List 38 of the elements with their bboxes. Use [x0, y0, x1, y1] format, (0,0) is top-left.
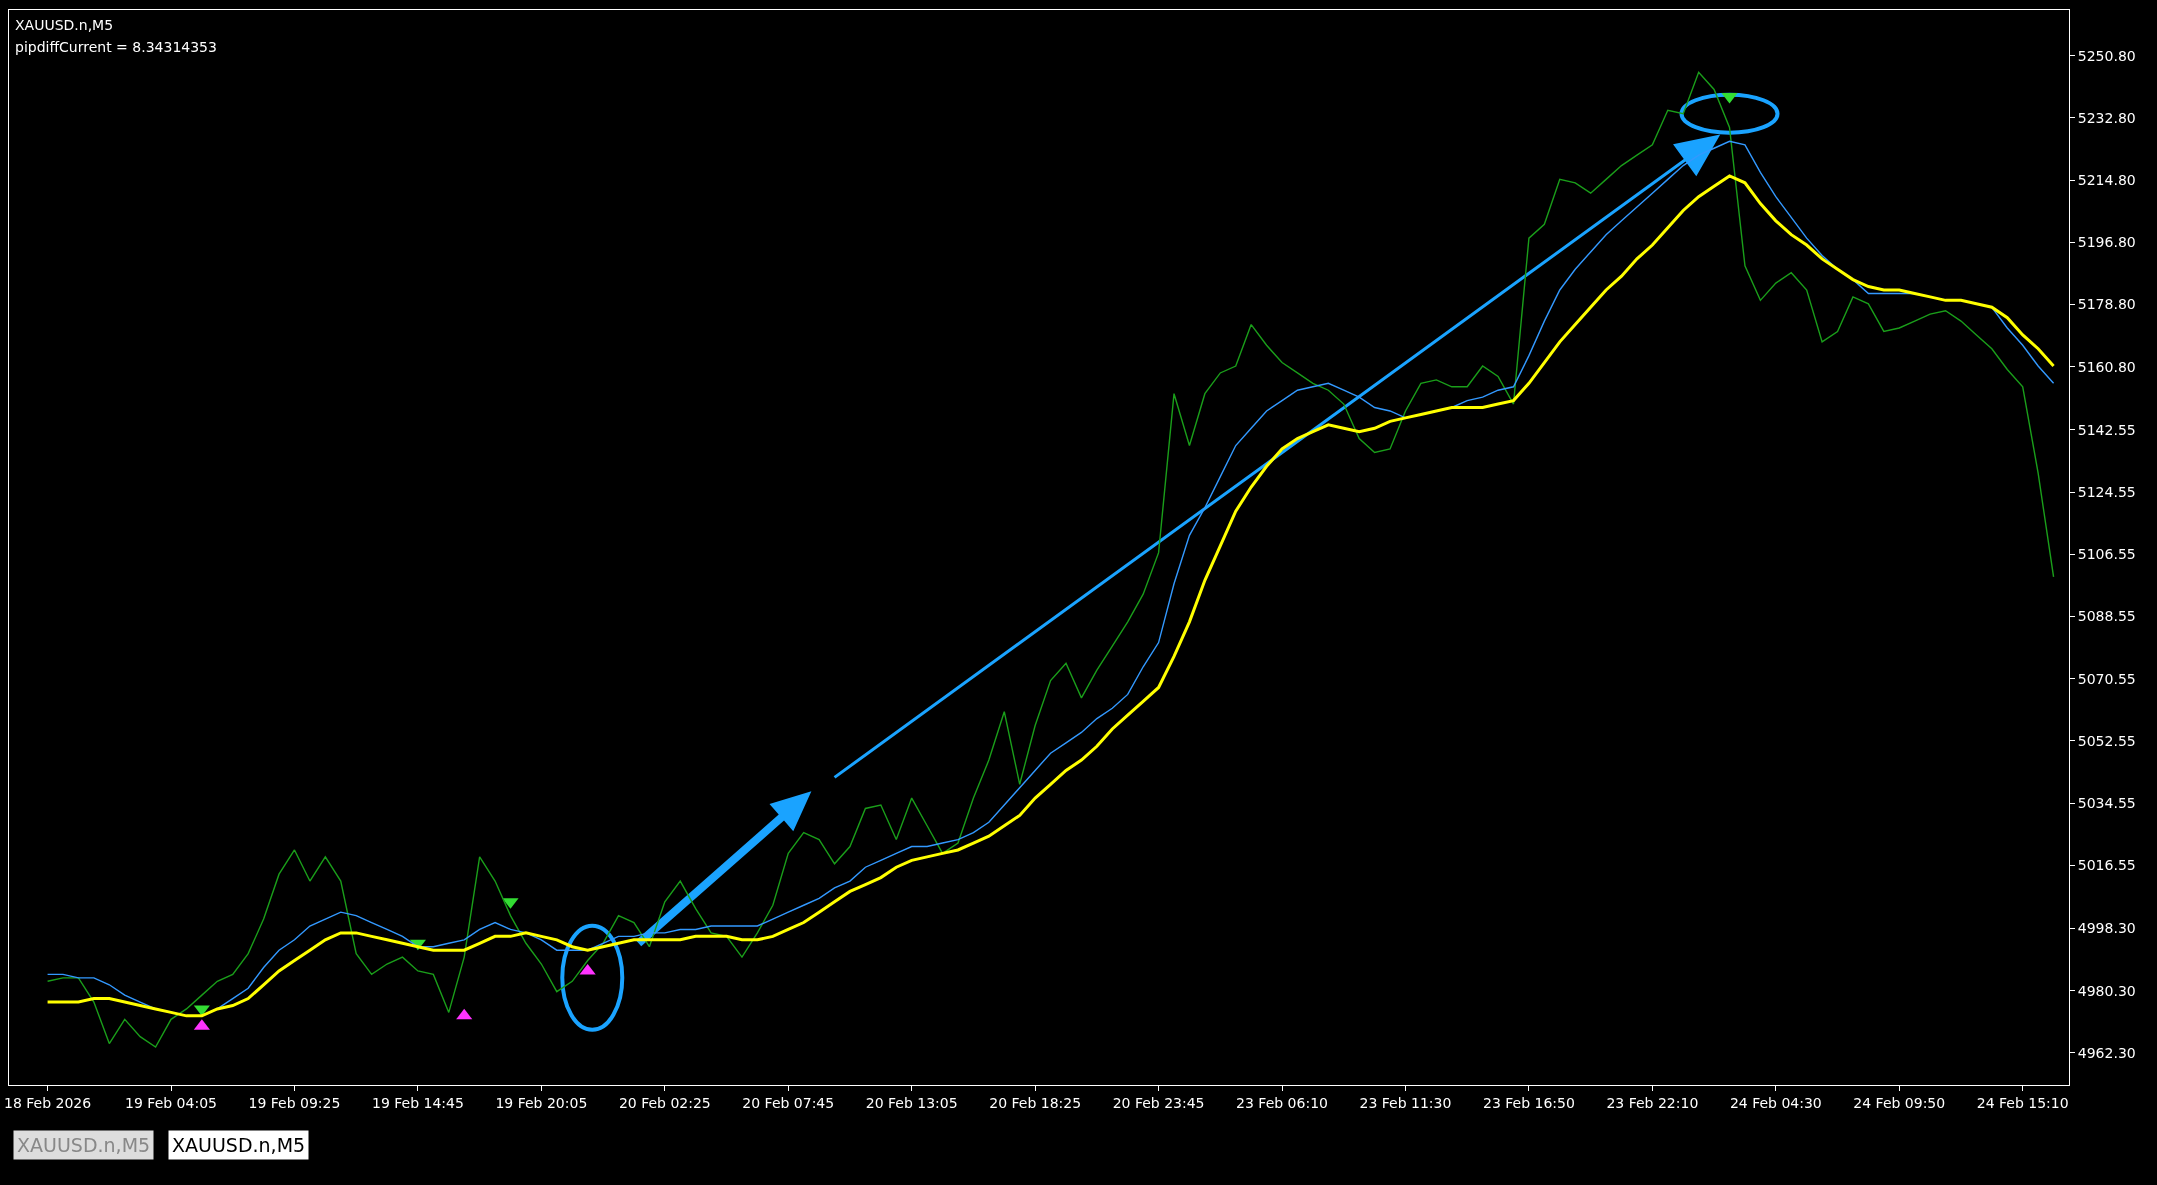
y-tick-label: 5124.55 — [2077, 483, 2136, 500]
x-tick-label: 18 Feb 2026 — [4, 1094, 92, 1111]
x-tick-label: 19 Feb 04:05 — [125, 1094, 217, 1111]
x-tick-label: 20 Feb 02:25 — [618, 1094, 711, 1111]
y-tick-label: 5250.80 — [2077, 47, 2136, 64]
x-tick-label: 19 Feb 09:25 — [248, 1094, 341, 1111]
x-tick-label: 23 Feb 06:10 — [1236, 1094, 1328, 1111]
y-tick-label: 5052.55 — [2077, 732, 2136, 749]
x-tick-label: 24 Feb 15:10 — [1976, 1094, 2069, 1111]
y-tick-label: 5178.80 — [2077, 296, 2136, 313]
x-tick-label: 20 Feb 23:45 — [1112, 1094, 1205, 1111]
y-tick-label: 5088.55 — [2077, 608, 2136, 625]
x-tick-label: 24 Feb 09:50 — [1853, 1094, 1946, 1111]
x-tick-label: 20 Feb 18:25 — [989, 1094, 1082, 1111]
y-tick-label: 5106.55 — [2077, 546, 2136, 563]
y-tick-label: 5142.55 — [2077, 421, 2136, 438]
y-tick-label: 5196.80 — [2077, 234, 2136, 251]
y-tick-label: 5034.55 — [2077, 795, 2136, 812]
y-tick-label: 5016.55 — [2077, 857, 2136, 874]
y-tick-label: 4962.30 — [2077, 1044, 2136, 1061]
x-tick-label: 23 Feb 11:30 — [1359, 1094, 1452, 1111]
annotation: XAUUSD.n,M5 — [15, 17, 114, 33]
x-tick-label: 24 Feb 04:30 — [1729, 1094, 1822, 1111]
x-tick-label: 20 Feb 07:45 — [742, 1094, 835, 1111]
x-tick-label: 23 Feb 16:50 — [1483, 1094, 1575, 1111]
x-tick-label: 23 Feb 22:10 — [1606, 1094, 1699, 1111]
y-tick-label: 4998.30 — [2077, 920, 2136, 937]
x-tick-label: 19 Feb 20:05 — [495, 1094, 588, 1111]
text: XAUUSD.n,M5 — [172, 1134, 306, 1156]
x-tick-label: 19 Feb 14:45 — [371, 1094, 464, 1111]
x-tick-label: 20 Feb 13:05 — [865, 1094, 958, 1111]
y-tick-label: 5232.80 — [2077, 109, 2136, 126]
y-tick-label: 4980.30 — [2077, 982, 2136, 999]
annotation: pipdiffCurrent = 8.34314353 — [15, 39, 217, 55]
y-tick-label: 5160.80 — [2077, 358, 2136, 375]
y-tick-label: 5214.80 — [2077, 171, 2136, 188]
text: XAUUSD.n,M5 — [17, 1134, 151, 1156]
y-tick-label: 5070.55 — [2077, 670, 2136, 687]
